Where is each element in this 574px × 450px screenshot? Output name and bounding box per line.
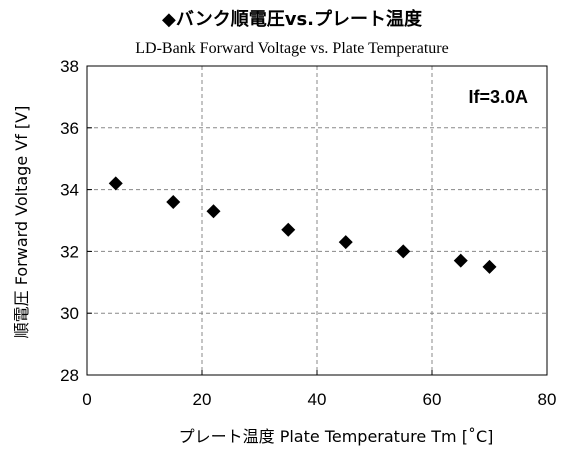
- y-tick-label: 28: [60, 366, 79, 385]
- x-axis-label: プレート温度 Plate Temperature Tm [˚C]: [179, 427, 494, 446]
- x-tick-label: 80: [538, 390, 557, 409]
- data-point: [482, 259, 497, 274]
- x-tick-label: 0: [82, 390, 91, 409]
- x-tick-label: 40: [308, 390, 327, 409]
- data-point: [108, 176, 123, 191]
- y-axis-label: 順電圧 Forward Voltage Vf [V]: [12, 106, 31, 339]
- y-tick-label: 34: [60, 181, 79, 200]
- y-tick-label: 32: [60, 242, 79, 261]
- current-annotation: If=3.0A: [468, 87, 528, 107]
- data-point: [281, 222, 296, 237]
- data-point: [453, 253, 468, 268]
- data-point: [166, 194, 181, 209]
- y-tick-label: 36: [60, 119, 79, 138]
- y-tick-label: 38: [60, 57, 79, 76]
- x-axis-ticks: 0 20 40 60 80: [82, 370, 556, 409]
- data-points: [108, 176, 497, 274]
- x-tick-label: 60: [423, 390, 442, 409]
- data-point: [396, 244, 411, 259]
- data-point: [338, 235, 353, 250]
- data-point: [206, 204, 221, 219]
- y-tick-label: 30: [60, 304, 79, 323]
- x-tick-label: 20: [193, 390, 212, 409]
- chart-subtitle: LD-Bank Forward Voltage vs. Plate Temper…: [135, 40, 448, 57]
- y-axis-ticks: 28 30 32 34 36 38: [60, 57, 92, 385]
- gridlines: [87, 66, 547, 375]
- chart-title: ◆バンク順電圧vs.プレート温度: [162, 8, 423, 30]
